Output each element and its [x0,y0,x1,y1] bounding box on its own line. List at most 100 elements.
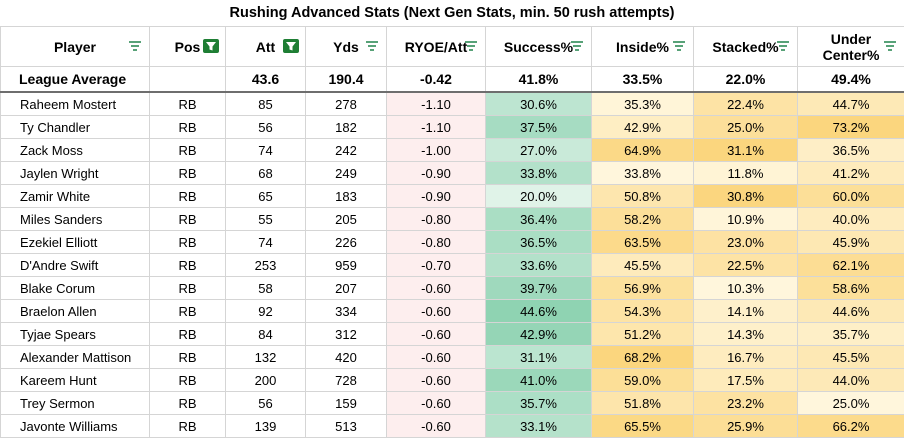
cell-inside[interactable]: 58.2% [591,207,694,231]
cell-ryoe[interactable]: -0.90 [386,184,486,208]
filter-active-icon[interactable] [283,39,299,53]
cell-under[interactable]: 73.2% [797,115,904,139]
table-row[interactable]: Trey Sermon RB 56 159 -0.60 35.7% 51.8% 23.2% 25… [0,391,904,415]
table-row[interactable]: Ezekiel Elliott RB 74 226 -0.80 36.5% 63.5% 23.… [0,230,904,254]
cell-player[interactable]: Ty Chandler [0,115,150,139]
cell-pos[interactable]: RB [149,138,226,162]
cell-inside[interactable]: 51.2% [591,322,694,346]
table-row[interactable]: Tyjae Spears RB 84 312 -0.60 42.9% 51.2% 14.3% 3… [0,322,904,346]
cell-stacked[interactable]: 17.5% [693,368,798,392]
cell-player[interactable]: Blake Corum [0,276,150,300]
cell-under[interactable]: 44.6% [797,299,904,323]
cell-stacked[interactable]: 14.1% [693,299,798,323]
cell-under[interactable]: 45.5% [797,345,904,369]
cell-yds[interactable]: 207 [305,276,387,300]
cell-inside[interactable]: 45.5% [591,253,694,277]
cell-att[interactable]: 74 [225,138,306,162]
cell-under[interactable]: 58.6% [797,276,904,300]
cell-pos[interactable]: RB [149,184,226,208]
cell-success[interactable]: 39.7% [485,276,592,300]
filter-icon[interactable] [463,39,479,53]
cell-inside[interactable]: 68.2% [591,345,694,369]
league-average-ryoe[interactable]: -0.42 [386,66,486,93]
cell-att[interactable]: 200 [225,368,306,392]
cell-yds[interactable]: 513 [305,414,387,438]
cell-success[interactable]: 37.5% [485,115,592,139]
cell-ryoe[interactable]: -0.60 [386,345,486,369]
cell-player[interactable]: Tyjae Spears [0,322,150,346]
cell-success[interactable]: 36.5% [485,230,592,254]
cell-ryoe[interactable]: -0.60 [386,322,486,346]
cell-player[interactable]: Jaylen Wright [0,161,150,185]
cell-pos[interactable]: RB [149,368,226,392]
table-row[interactable]: D'Andre Swift RB 253 959 -0.70 33.6% 45.5% 22.5… [0,253,904,277]
cell-success[interactable]: 35.7% [485,391,592,415]
cell-att[interactable]: 92 [225,299,306,323]
cell-att[interactable]: 84 [225,322,306,346]
column-header-success[interactable]: Success% [485,26,592,67]
cell-att[interactable]: 56 [225,115,306,139]
cell-ryoe[interactable]: -0.70 [386,253,486,277]
cell-success[interactable]: 33.6% [485,253,592,277]
table-row[interactable]: Zack Moss RB 74 242 -1.00 27.0% 64.9% 31.1% 36.5… [0,138,904,162]
cell-stacked[interactable]: 11.8% [693,161,798,185]
cell-stacked[interactable]: 23.2% [693,391,798,415]
cell-success[interactable]: 31.1% [485,345,592,369]
cell-yds[interactable]: 278 [305,91,387,116]
cell-ryoe[interactable]: -0.80 [386,207,486,231]
filter-icon[interactable] [775,39,791,53]
cell-success[interactable]: 42.9% [485,322,592,346]
cell-success[interactable]: 36.4% [485,207,592,231]
cell-inside[interactable]: 51.8% [591,391,694,415]
table-row[interactable]: Jaylen Wright RB 68 249 -0.90 33.8% 33.8% 11.8%… [0,161,904,185]
cell-pos[interactable]: RB [149,345,226,369]
cell-success[interactable]: 27.0% [485,138,592,162]
cell-ryoe[interactable]: -0.60 [386,368,486,392]
column-header-inside[interactable]: Inside% [591,26,694,67]
cell-att[interactable]: 74 [225,230,306,254]
filter-icon[interactable] [671,39,687,53]
cell-stacked[interactable]: 14.3% [693,322,798,346]
cell-under[interactable]: 41.2% [797,161,904,185]
column-header-yds[interactable]: Yds [305,26,387,67]
cell-yds[interactable]: 420 [305,345,387,369]
column-header-player[interactable]: Player [0,26,150,67]
cell-yds[interactable]: 226 [305,230,387,254]
league-average-success[interactable]: 41.8% [485,66,592,93]
cell-stacked[interactable]: 16.7% [693,345,798,369]
cell-yds[interactable]: 182 [305,115,387,139]
cell-pos[interactable]: RB [149,391,226,415]
cell-yds[interactable]: 312 [305,322,387,346]
cell-stacked[interactable]: 22.4% [693,91,798,116]
cell-ryoe[interactable]: -1.00 [386,138,486,162]
cell-under[interactable]: 66.2% [797,414,904,438]
cell-under[interactable]: 62.1% [797,253,904,277]
cell-player[interactable]: Zack Moss [0,138,150,162]
cell-stacked[interactable]: 10.3% [693,276,798,300]
cell-pos[interactable]: RB [149,207,226,231]
cell-yds[interactable]: 728 [305,368,387,392]
cell-player[interactable]: Alexander Mattison [0,345,150,369]
cell-pos[interactable]: RB [149,230,226,254]
cell-inside[interactable]: 64.9% [591,138,694,162]
cell-player[interactable]: Ezekiel Elliott [0,230,150,254]
table-row[interactable]: Alexander Mattison RB 132 420 -0.60 31.1% 68.2… [0,345,904,369]
table-row[interactable]: Zamir White RB 65 183 -0.90 20.0% 50.8% 30.8% 60… [0,184,904,208]
cell-att[interactable]: 85 [225,91,306,116]
cell-att[interactable]: 132 [225,345,306,369]
cell-inside[interactable]: 35.3% [591,91,694,116]
cell-att[interactable]: 55 [225,207,306,231]
cell-yds[interactable]: 334 [305,299,387,323]
table-row[interactable]: Kareem Hunt RB 200 728 -0.60 41.0% 59.0% 17.5% 4… [0,368,904,392]
league-average-pos[interactable] [149,66,226,93]
cell-success[interactable]: 20.0% [485,184,592,208]
cell-player[interactable]: Miles Sanders [0,207,150,231]
cell-ryoe[interactable]: -0.60 [386,391,486,415]
cell-yds[interactable]: 205 [305,207,387,231]
cell-under[interactable]: 25.0% [797,391,904,415]
league-average-yds[interactable]: 190.4 [305,66,387,93]
cell-stacked[interactable]: 10.9% [693,207,798,231]
cell-att[interactable]: 56 [225,391,306,415]
cell-yds[interactable]: 959 [305,253,387,277]
cell-inside[interactable]: 59.0% [591,368,694,392]
